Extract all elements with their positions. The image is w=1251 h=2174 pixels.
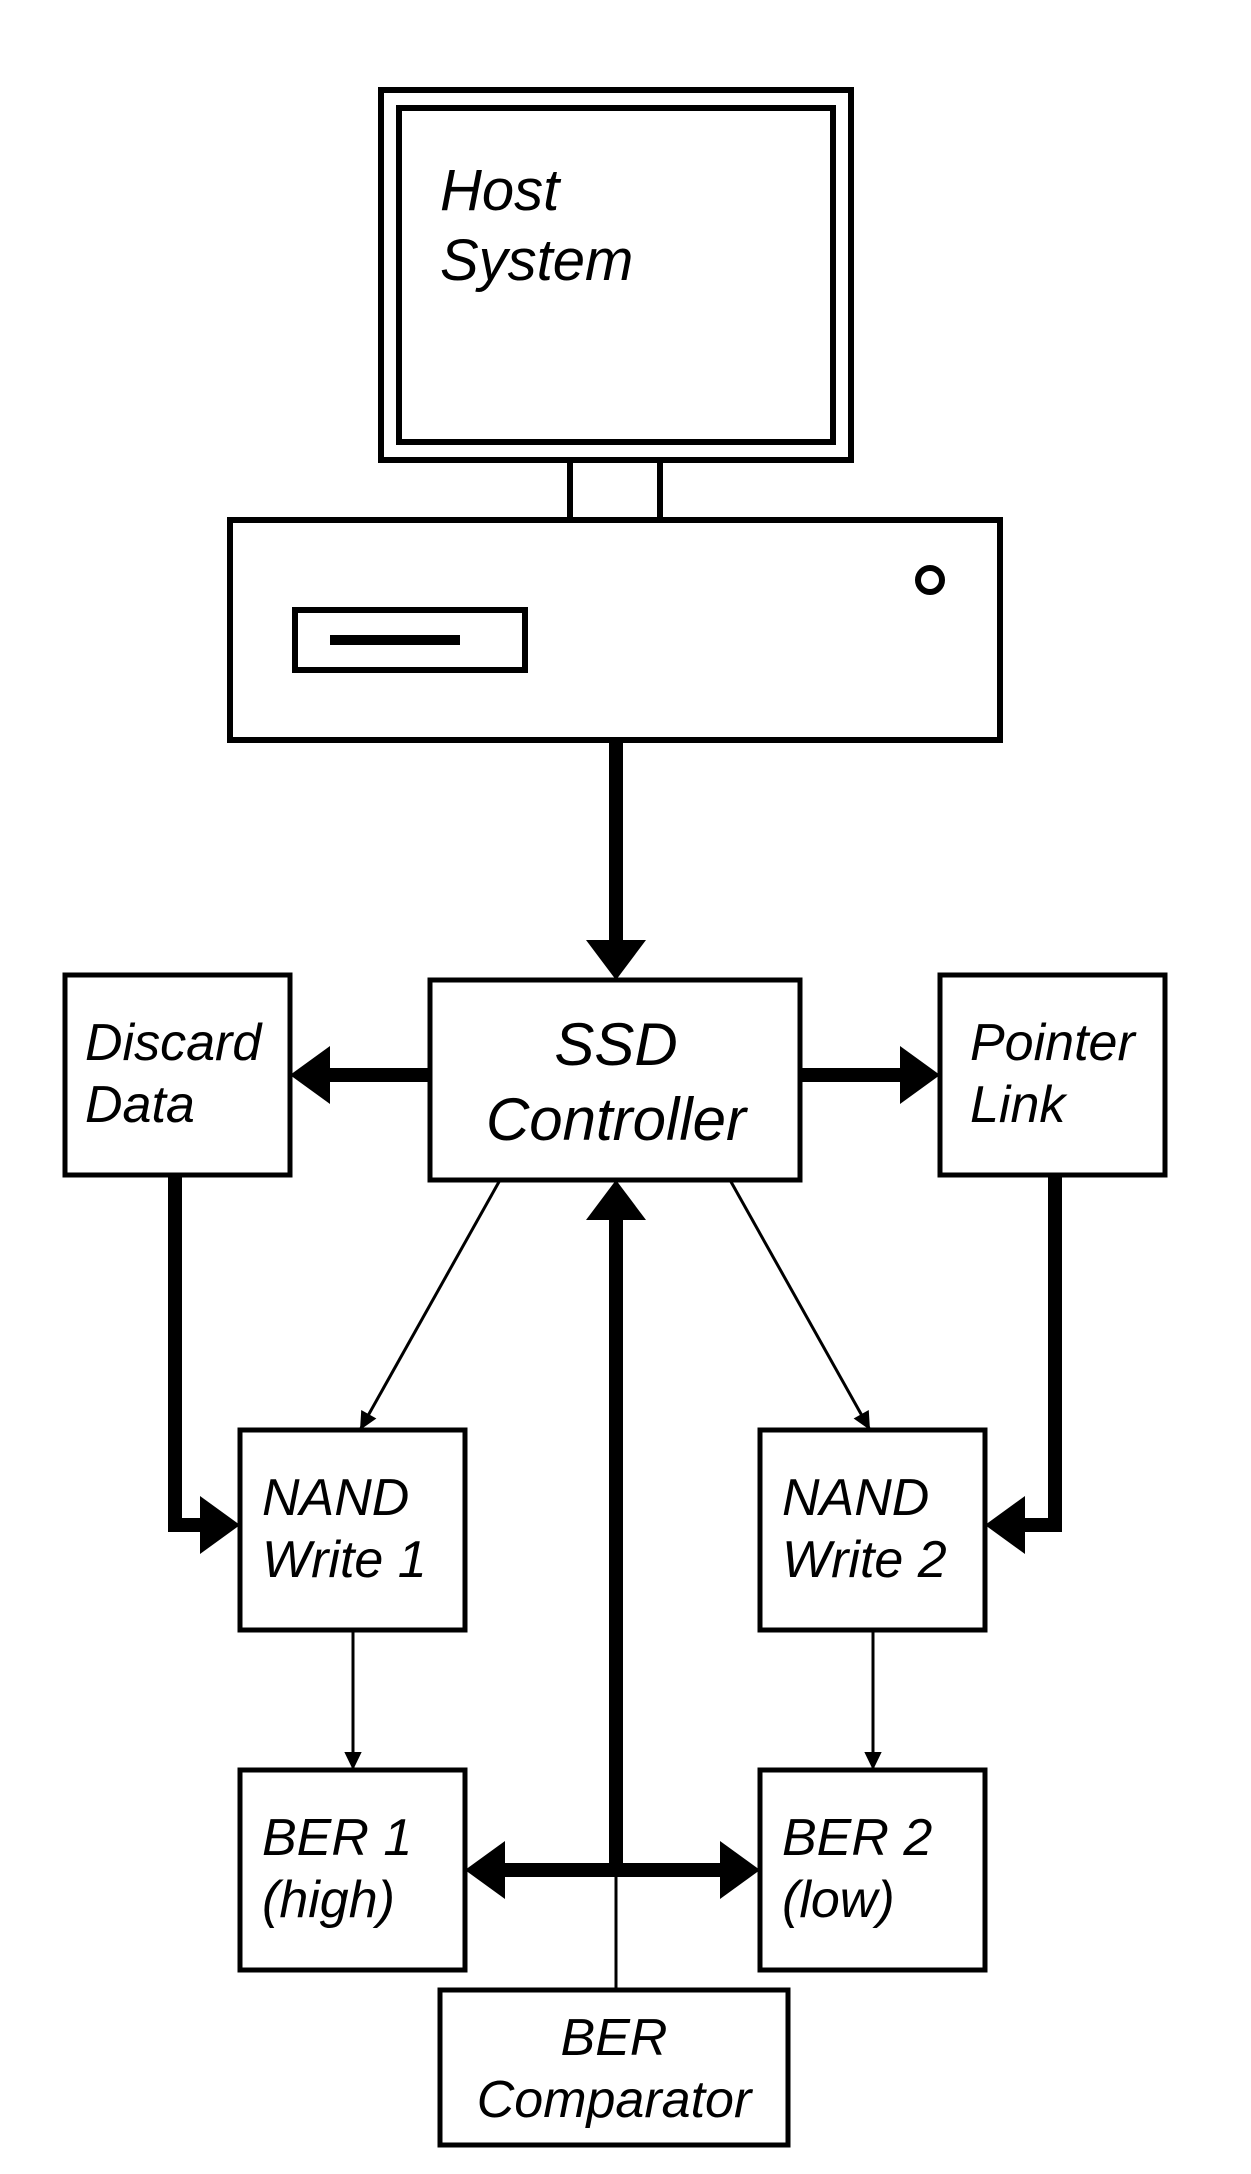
- arrow-center-up-head: [586, 1180, 646, 1220]
- pointer-label-1: Pointer: [970, 1014, 1137, 1072]
- comparator-label-1: BER: [561, 2009, 668, 2067]
- discard-label-2: Data: [85, 1076, 195, 1134]
- ber1-label-1: BER 1: [262, 1809, 412, 1867]
- arrow-center-right-head: [720, 1841, 760, 1899]
- nand2-label-2: Write 2: [782, 1531, 947, 1589]
- nand2-label-1: NAND: [782, 1469, 929, 1527]
- arrow-center-left-head: [465, 1841, 505, 1899]
- arrow-center-h-shaft: [505, 1863, 720, 1877]
- arrow-ssd-to-pointer: [800, 1046, 940, 1104]
- nand-write-1-box: [240, 1430, 465, 1630]
- ber2-label-2: (low): [782, 1871, 895, 1929]
- pointer-link-box: [940, 975, 1165, 1175]
- ber-1-box: [240, 1770, 465, 1970]
- comparator-label-2: Comparator: [477, 2071, 754, 2129]
- arrow-center-v-shaft: [609, 1220, 623, 1877]
- ber2-label-1: BER 2: [782, 1809, 932, 1867]
- arrow-nand1-to-ber1-head: [344, 1752, 361, 1770]
- nand-write-2-box: [760, 1430, 985, 1630]
- nand1-label-1: NAND: [262, 1469, 409, 1527]
- arrow-ssd-to-discard: [290, 1046, 430, 1104]
- ssd-label-1: SSD: [554, 1011, 677, 1078]
- discard-data-box: [65, 975, 290, 1175]
- ber1-label-2: (high): [262, 1871, 395, 1929]
- arrow-discard-nand1-v: [168, 1175, 182, 1532]
- ssd-label-2: Controller: [486, 1086, 748, 1153]
- ber-2-box: [760, 1770, 985, 1970]
- drive-slot: [330, 635, 460, 645]
- nand1-label-2: Write 1: [262, 1531, 427, 1589]
- arrow-nand2-to-ber2-head: [864, 1752, 881, 1770]
- host-system-label-2: System: [440, 228, 633, 293]
- arrow-host-to-ssd: [586, 740, 646, 980]
- arrow-ssd-to-nand1: [360, 1180, 500, 1430]
- arrow-pointer-nand2-v: [1048, 1175, 1062, 1532]
- discard-label-1: Discard: [85, 1014, 263, 1072]
- monitor-neck: [570, 460, 660, 520]
- arrow-ssd-to-nand2: [730, 1180, 870, 1430]
- host-system-label-1: Host: [440, 158, 562, 223]
- pointer-label-2: Link: [970, 1076, 1068, 1134]
